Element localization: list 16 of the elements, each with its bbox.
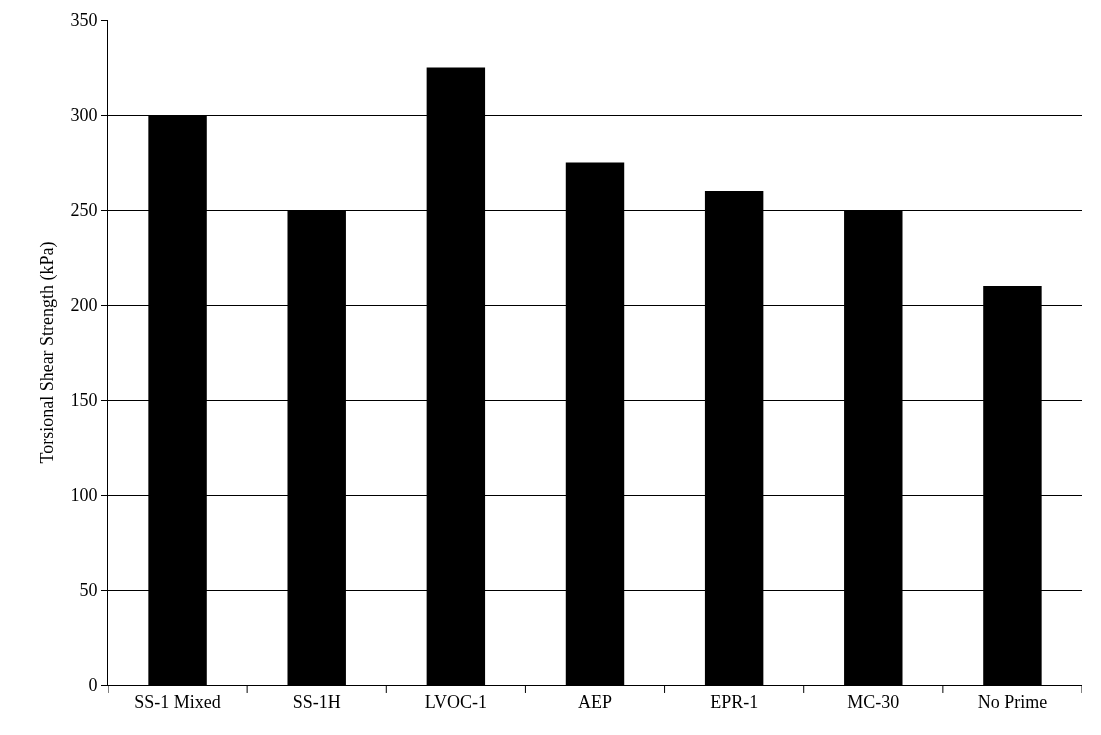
y-tick-label: 150	[70, 390, 98, 411]
x-tick-label: No Prime	[977, 691, 1048, 712]
x-tick-label: MC-30	[847, 691, 900, 712]
y-tick-label: 300	[70, 105, 98, 126]
x-tick-label: LVOC-1	[424, 691, 488, 712]
x-tick-label: EPR-1	[710, 691, 759, 712]
y-tick-label: 50	[79, 580, 98, 601]
y-tick-label: 250	[70, 200, 98, 221]
y-tick-label: 100	[70, 485, 98, 506]
y-tick-label: 0	[88, 675, 98, 696]
x-tick-label: SS-1 Mixed	[134, 691, 221, 712]
y-tick-label: 350	[70, 10, 98, 31]
y-tick-label: 200	[70, 295, 98, 316]
y-axis-title: Torsional Shear Strength (kPa)	[36, 241, 58, 464]
x-tick-label: SS-1H	[292, 691, 341, 712]
x-tick-label: AEP	[577, 691, 613, 712]
